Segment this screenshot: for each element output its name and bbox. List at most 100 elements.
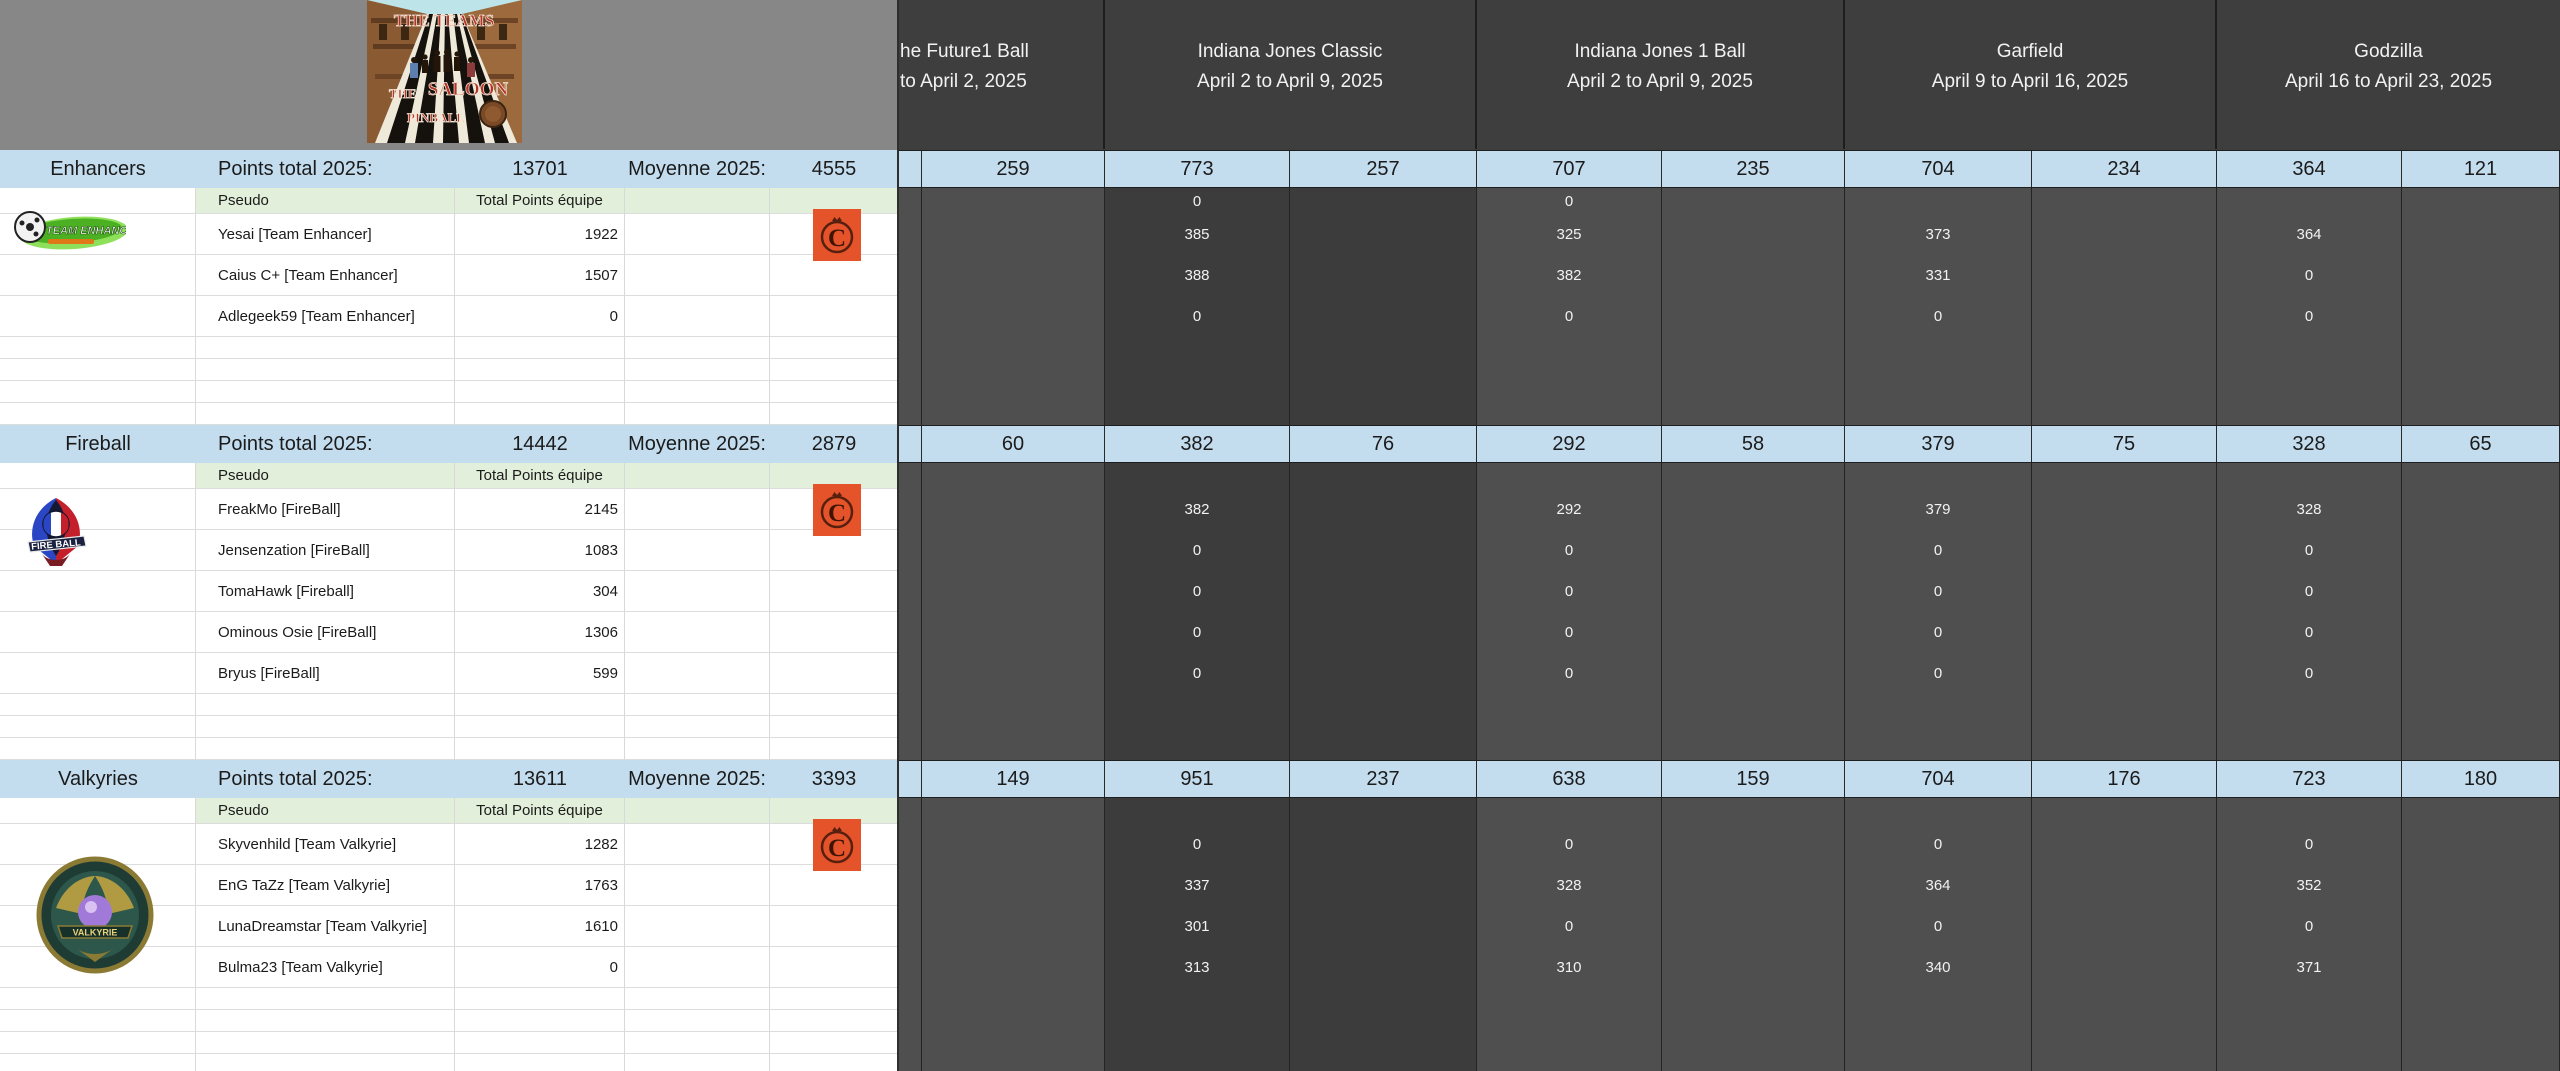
tournament-total-cell[interactable] — [922, 489, 1105, 530]
tournament-average-cell[interactable] — [898, 463, 922, 489]
tournament-total-cell[interactable] — [2402, 530, 2560, 571]
tournament-total-cell[interactable]: 58 — [1662, 426, 1845, 462]
tournament-total-cell[interactable] — [2402, 255, 2560, 296]
tournament-total-cell[interactable]: 121 — [2402, 151, 2560, 187]
empty-cell[interactable] — [0, 296, 196, 337]
tournament-average-cell[interactable] — [2217, 798, 2402, 824]
empty-cell[interactable] — [625, 824, 770, 865]
total-points-equipe-label[interactable]: Total Points équipe — [455, 798, 625, 824]
tournament-average-cell[interactable] — [1477, 463, 1662, 489]
empty-cell[interactable] — [455, 694, 625, 716]
tournament-total-cell[interactable] — [2032, 296, 2217, 337]
tournament-header-1[interactable]: he Future1 Ball to April 2, 2025 — [898, 0, 1105, 149]
empty-cell[interactable] — [196, 738, 455, 760]
player-name-cell[interactable]: TomaHawk [Fireball] — [196, 571, 455, 612]
empty-cell[interactable] — [770, 1032, 898, 1054]
empty-cell[interactable] — [625, 947, 770, 988]
tournament-average-cell[interactable]: 0 — [2304, 918, 2314, 935]
tournament-total-cell[interactable] — [2032, 255, 2217, 296]
tournament-average-cell[interactable]: 0 — [1564, 918, 1574, 935]
player-total-cell[interactable]: 2145 — [455, 489, 625, 530]
tournament-average-cell[interactable] — [2217, 463, 2402, 489]
empty-cell[interactable] — [770, 612, 898, 653]
empty-cell[interactable] — [455, 1032, 625, 1054]
tournament-average-cell[interactable]: 310 — [1556, 959, 1582, 976]
empty-cell[interactable] — [0, 403, 196, 425]
empty-cell[interactable] — [196, 1010, 455, 1032]
player-total-cell[interactable]: 304 — [455, 571, 625, 612]
player-name-cell[interactable]: Yesai [Team Enhancer] — [196, 214, 455, 255]
tournament-total-cell[interactable] — [2032, 214, 2217, 255]
tournament-average-cell[interactable]: 0 — [1192, 583, 1202, 600]
points-total-label[interactable]: Points total 2025: — [196, 760, 455, 798]
tournament-total-cell[interactable] — [2402, 463, 2560, 489]
tournament-total-cell[interactable] — [1290, 906, 1477, 947]
tournament-total-cell[interactable] — [922, 571, 1105, 612]
empty-cell[interactable] — [625, 337, 770, 359]
player-total-cell[interactable]: 1083 — [455, 530, 625, 571]
tournament-total-cell[interactable] — [1290, 947, 1477, 988]
tournament-average-cell[interactable]: 0 — [1933, 308, 1943, 325]
empty-cell[interactable] — [196, 359, 455, 381]
tournament-average-cell[interactable]: 0 — [1564, 583, 1574, 600]
tournament-header-3[interactable]: Indiana Jones 1 Ball April 2 to April 9, … — [1477, 0, 1845, 149]
tournament-total-cell[interactable] — [2402, 188, 2560, 214]
player-total-cell[interactable]: 1507 — [455, 255, 625, 296]
empty-cell[interactable] — [455, 1054, 625, 1071]
tournament-total-cell[interactable] — [2402, 798, 2560, 824]
empty-cell[interactable] — [770, 403, 898, 425]
tournament-total-cell[interactable] — [2402, 824, 2560, 865]
tournament-total-cell[interactable] — [1290, 489, 1477, 530]
tournament-total-cell[interactable] — [1662, 906, 1845, 947]
tournament-average-cell[interactable]: 379 — [1845, 426, 2032, 462]
empty-cell[interactable] — [770, 988, 898, 1010]
tournament-total-cell[interactable] — [922, 612, 1105, 653]
tournament-total-cell[interactable] — [1662, 214, 1845, 255]
tournament-total-cell[interactable] — [922, 653, 1105, 694]
empty-cell[interactable] — [770, 906, 898, 947]
empty-cell[interactable] — [455, 716, 625, 738]
tournament-total-cell[interactable] — [2032, 798, 2217, 824]
tournament-total-cell[interactable]: 76 — [1290, 426, 1477, 462]
tournament-total-cell[interactable] — [2032, 188, 2217, 214]
tournament-total-cell[interactable]: 65 — [2402, 426, 2560, 462]
tournament-average-cell[interactable]: 0 — [2304, 836, 2314, 853]
points-total-label[interactable]: Points total 2025: — [196, 425, 455, 463]
tournament-average-cell[interactable]: 0 — [2304, 624, 2314, 641]
tournament-average-cell[interactable] — [898, 571, 922, 612]
moyenne-label[interactable]: Moyenne 2025: — [625, 760, 770, 798]
tournament-average-cell[interactable] — [898, 612, 922, 653]
empty-cell[interactable] — [770, 716, 898, 738]
tournament-total-cell[interactable] — [1662, 255, 1845, 296]
tournament-average-cell[interactable]: 0 — [1933, 836, 1943, 853]
tournament-total-cell[interactable] — [1662, 463, 1845, 489]
tournament-average-cell[interactable]: 382 — [1556, 267, 1582, 284]
pseudo-label[interactable]: Pseudo — [196, 798, 455, 824]
tournament-average-cell[interactable]: 773 — [1105, 151, 1290, 187]
tournament-average-cell[interactable] — [1845, 188, 2032, 214]
empty-cell[interactable] — [0, 612, 196, 653]
player-total-cell[interactable]: 0 — [455, 947, 625, 988]
tournament-total-cell[interactable] — [922, 906, 1105, 947]
empty-cell[interactable] — [770, 694, 898, 716]
tournament-total-cell[interactable]: 60 — [922, 426, 1105, 462]
tournament-average-cell[interactable]: 0 — [1192, 308, 1202, 325]
empty-cell[interactable] — [625, 214, 770, 255]
tournament-header-4[interactable]: Garfield April 9 to April 16, 2025 — [1845, 0, 2217, 149]
tournament-average-cell[interactable]: 0 — [1192, 192, 1202, 210]
player-name-cell[interactable]: EnG TaZz [Team Valkyrie] — [196, 865, 455, 906]
empty-cell[interactable] — [625, 865, 770, 906]
tournament-average-cell[interactable]: 364 — [2217, 151, 2402, 187]
tournament-total-cell[interactable] — [1290, 571, 1477, 612]
empty-cell[interactable] — [0, 947, 196, 988]
tournament-average-cell[interactable]: 331 — [1925, 267, 1951, 284]
tournament-total-cell[interactable] — [1290, 255, 1477, 296]
empty-cell[interactable] — [770, 1010, 898, 1032]
player-total-cell[interactable]: 1922 — [455, 214, 625, 255]
tournament-total-cell[interactable] — [1290, 653, 1477, 694]
empty-cell[interactable] — [625, 1010, 770, 1032]
empty-cell[interactable] — [625, 798, 770, 824]
tournament-average-cell[interactable] — [898, 151, 922, 187]
tournament-average-cell[interactable] — [898, 947, 922, 988]
tournament-total-cell[interactable] — [1662, 188, 1845, 214]
